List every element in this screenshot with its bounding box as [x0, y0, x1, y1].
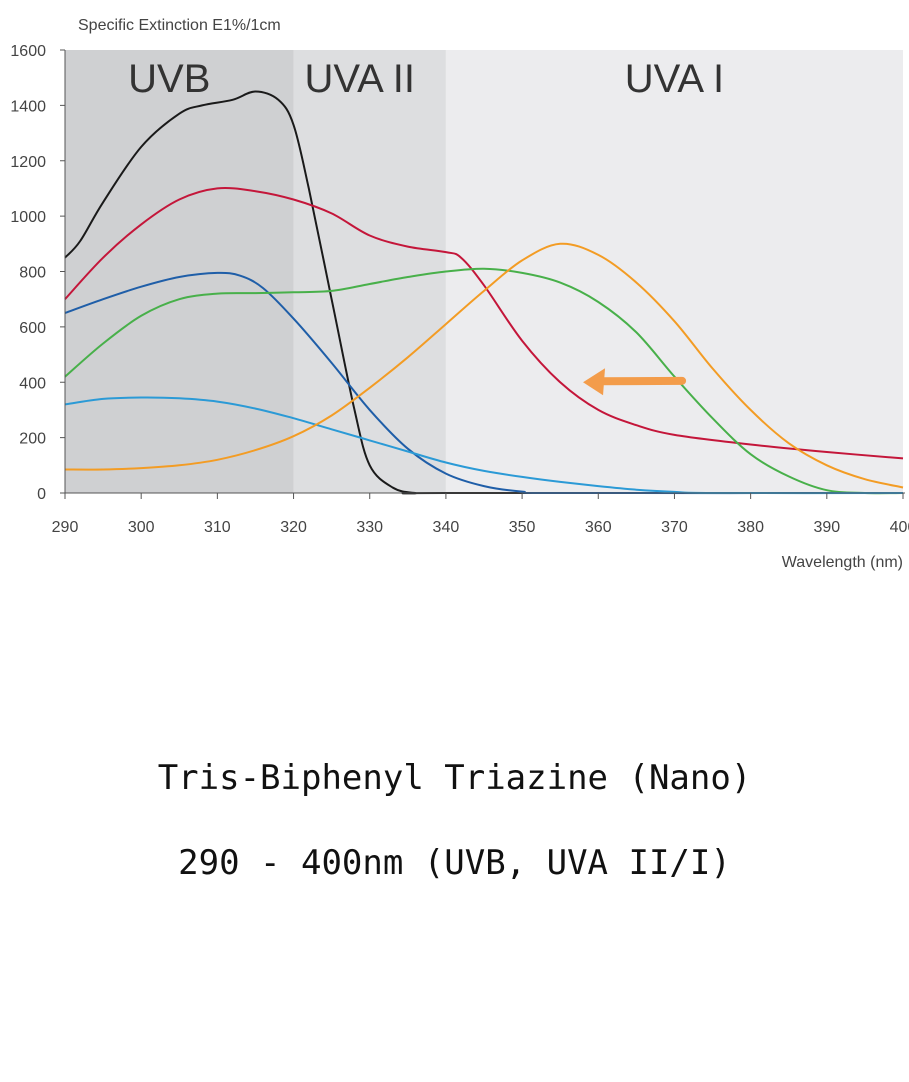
x-tick-label: 350: [509, 519, 536, 536]
y-tick-label: 200: [19, 431, 46, 448]
series-line-6: [64, 242, 904, 489]
y-axis-title: Specific Extinction E1%/1cm: [78, 17, 281, 34]
caption-range: 290 - 400nm (UVB, UVA II/I): [178, 843, 731, 883]
annotation-arrow: [583, 368, 687, 396]
extinction-chart: UVB UVA II UVA I 290 300 310 320 330 340 350 360 3…: [10, 17, 909, 571]
band-label: UVA I: [625, 57, 724, 101]
series-line-2: [64, 187, 904, 460]
x-tick-label: 300: [128, 519, 155, 536]
x-tick-label: 380: [737, 519, 764, 536]
x-tick-label: 320: [280, 519, 307, 536]
y-tick-label: 0: [37, 486, 46, 503]
y-tick-label: 800: [19, 265, 46, 282]
y-tick-label: 400: [19, 375, 46, 392]
band-label: UVA II: [305, 57, 415, 101]
x-tick-label: 360: [585, 519, 612, 536]
band-uva-i: [445, 50, 903, 493]
y-tick-label: 1600: [10, 43, 46, 60]
arrow-head-icon: [583, 368, 606, 396]
x-tick-label: 310: [204, 519, 231, 536]
series-line-4: [64, 267, 904, 495]
axes: [60, 49, 905, 499]
x-tick-label: 370: [661, 519, 688, 536]
x-tick-label: 330: [356, 519, 383, 536]
x-tick-label: 340: [433, 519, 460, 536]
y-tick-label: 1000: [10, 209, 46, 226]
caption-title: Tris-Biphenyl Triazine (Nano): [157, 758, 752, 798]
y-tick-label: 1200: [10, 154, 46, 171]
x-axis-title: Wavelength (nm): [782, 554, 903, 571]
band-labels: UVB UVA II UVA I: [128, 57, 724, 101]
wavelength-bands: [65, 50, 903, 493]
x-tick-label: 400: [890, 519, 909, 536]
band-uvb: [65, 50, 294, 493]
series-line-5: [64, 396, 904, 495]
x-tick-label: 290: [52, 519, 79, 536]
y-tick-label: 600: [19, 320, 46, 337]
y-tick-label: 1400: [10, 98, 46, 115]
x-tick-label: 390: [813, 519, 840, 536]
band-uva-ii: [293, 50, 446, 493]
band-label: UVB: [128, 57, 210, 101]
tick-labels: 290 300 310 320 330 340 350 360 370 380 390 400 0 200…: [10, 43, 909, 536]
